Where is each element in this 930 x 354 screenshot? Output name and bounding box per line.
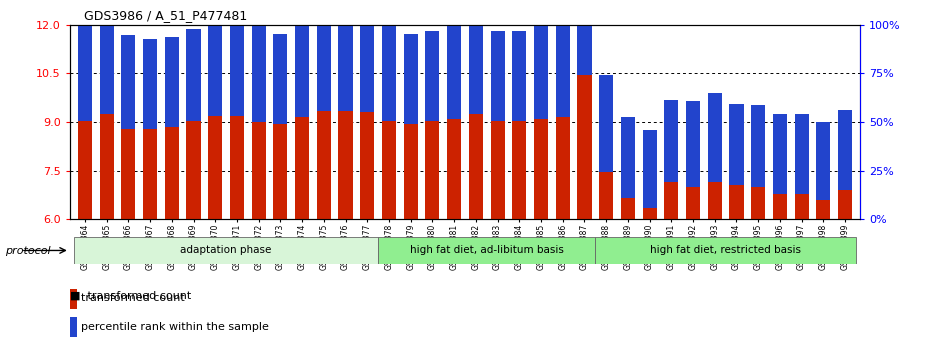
Bar <box>794 114 809 194</box>
Bar <box>512 120 526 219</box>
Bar <box>317 111 331 219</box>
Bar <box>621 198 635 219</box>
Text: protocol: protocol <box>5 246 50 256</box>
Text: ■  transformed count: ■ transformed count <box>70 291 191 301</box>
Bar <box>230 18 244 116</box>
Text: high fat diet, restricted basis: high fat diet, restricted basis <box>650 245 801 256</box>
Bar <box>339 0 352 111</box>
Bar <box>425 120 440 219</box>
Bar <box>187 120 201 219</box>
Bar <box>773 194 787 219</box>
Text: transformed count: transformed count <box>81 293 185 303</box>
Bar <box>751 105 765 187</box>
Bar <box>817 122 830 200</box>
Bar <box>252 25 266 122</box>
Bar <box>187 29 201 120</box>
Bar <box>100 114 113 219</box>
Bar <box>490 120 505 219</box>
Bar <box>78 120 92 219</box>
Bar <box>379 237 595 264</box>
Text: adaptation phase: adaptation phase <box>180 245 272 256</box>
Bar <box>74 237 379 264</box>
Bar <box>447 22 461 119</box>
Text: percentile rank within the sample: percentile rank within the sample <box>81 322 269 332</box>
Text: high fat diet, ad-libitum basis: high fat diet, ad-libitum basis <box>410 245 564 256</box>
Bar <box>643 130 657 208</box>
Bar <box>643 208 657 219</box>
Bar <box>425 31 440 120</box>
Bar <box>595 237 856 264</box>
Bar <box>469 17 483 114</box>
Bar <box>70 317 76 337</box>
Bar <box>360 23 375 113</box>
Bar <box>252 122 266 219</box>
Bar <box>708 182 722 219</box>
Bar <box>794 194 809 219</box>
Bar <box>121 129 136 219</box>
Text: GDS3986 / A_51_P477481: GDS3986 / A_51_P477481 <box>84 9 247 22</box>
Bar <box>339 111 352 219</box>
Bar <box>555 12 570 117</box>
Bar <box>838 190 852 219</box>
Bar <box>382 120 396 219</box>
Bar <box>273 124 287 219</box>
Bar <box>490 31 505 120</box>
Bar <box>578 0 591 75</box>
Bar <box>230 116 244 219</box>
Bar <box>729 104 743 185</box>
Bar <box>686 187 700 219</box>
Bar <box>100 7 113 114</box>
Bar <box>838 110 852 190</box>
Bar <box>165 38 179 127</box>
Bar <box>165 127 179 219</box>
Bar <box>817 200 830 219</box>
Bar <box>447 119 461 219</box>
Bar <box>469 114 483 219</box>
Bar <box>70 289 76 309</box>
Bar <box>208 116 222 219</box>
Bar <box>686 101 700 187</box>
Bar <box>578 75 591 219</box>
Bar <box>404 124 418 219</box>
Bar <box>512 31 526 120</box>
Bar <box>208 15 222 116</box>
Bar <box>773 114 787 194</box>
Bar <box>295 26 309 117</box>
Bar <box>599 172 613 219</box>
Bar <box>664 101 678 182</box>
Bar <box>360 112 375 219</box>
Bar <box>404 34 418 124</box>
Bar <box>78 23 92 120</box>
Bar <box>621 116 635 198</box>
Bar <box>143 129 157 219</box>
Bar <box>382 23 396 120</box>
Bar <box>534 119 548 219</box>
Bar <box>708 93 722 182</box>
Bar <box>317 19 331 111</box>
Bar <box>121 35 136 129</box>
Bar <box>555 117 570 219</box>
Bar <box>273 34 287 124</box>
Bar <box>143 39 157 129</box>
Bar <box>599 75 613 172</box>
Bar <box>729 185 743 219</box>
Bar <box>664 182 678 219</box>
Bar <box>534 14 548 119</box>
Bar <box>295 117 309 219</box>
Bar <box>751 187 765 219</box>
